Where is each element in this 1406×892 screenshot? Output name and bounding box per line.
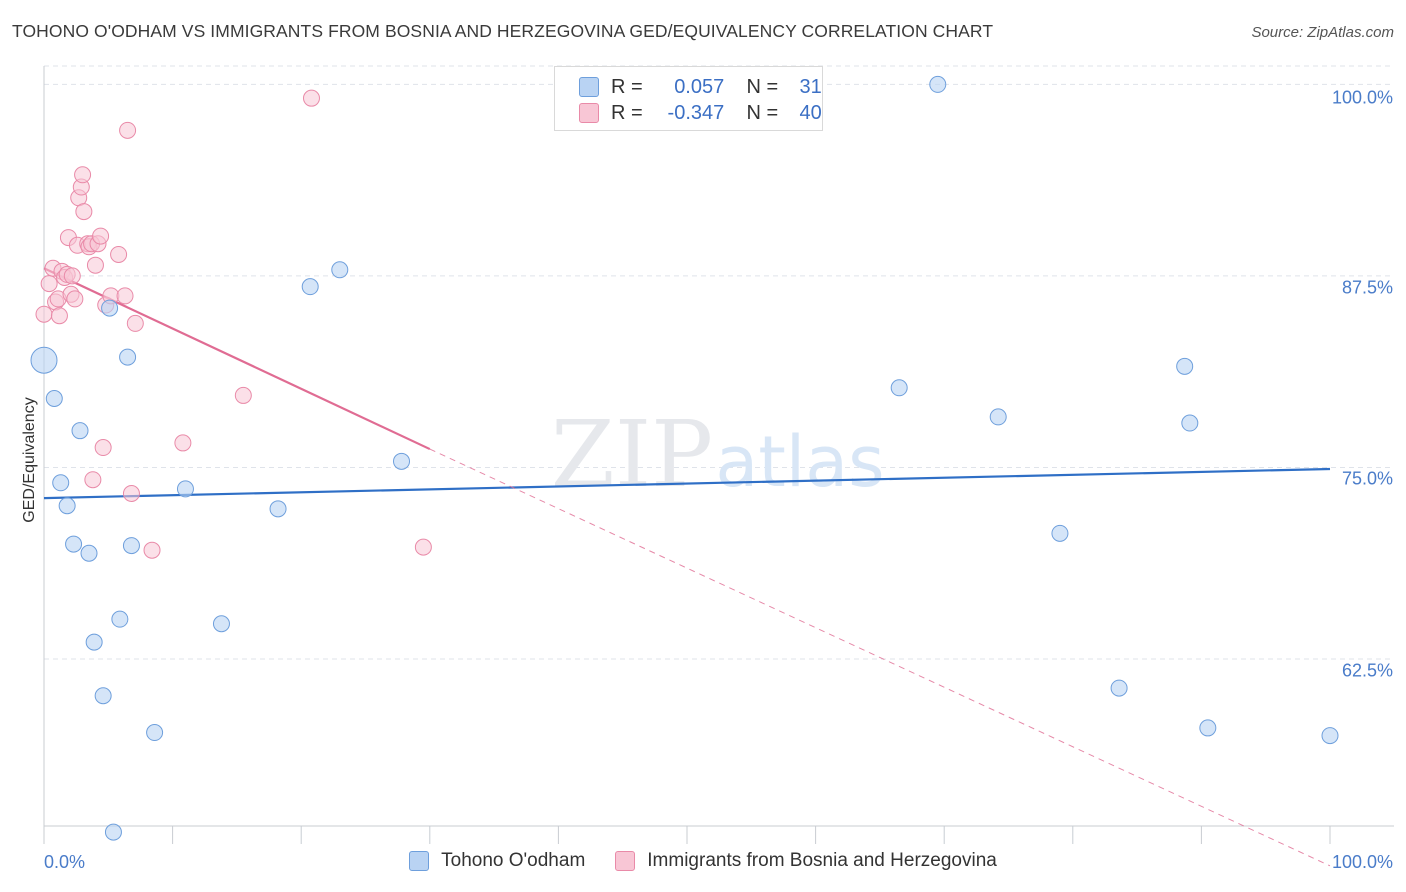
data-point-bosnia xyxy=(234,386,252,404)
watermark-atlas: atlas xyxy=(715,421,884,503)
trend-line-tohono xyxy=(43,467,1331,500)
data-point-tohono xyxy=(122,537,140,555)
data-point-bosnia xyxy=(119,121,137,139)
data-point-tohono xyxy=(119,348,137,366)
data-point-bosnia xyxy=(174,434,192,452)
data-point-bosnia xyxy=(66,290,84,308)
data-point-bosnia xyxy=(143,541,161,559)
data-point-tohono xyxy=(929,75,947,93)
data-point-bosnia xyxy=(116,287,134,305)
data-point-tohono xyxy=(269,500,287,518)
data-point-tohono xyxy=(45,390,63,407)
legend-swatch-blue xyxy=(409,851,430,871)
data-point-bosnia xyxy=(63,267,81,285)
legend-n-label: N = xyxy=(746,75,779,98)
data-point-tohono xyxy=(94,687,112,705)
legend-n-label: N = xyxy=(746,101,779,124)
data-point-bosnia xyxy=(84,471,102,489)
data-point-tohono xyxy=(212,615,230,633)
data-point-tohono xyxy=(104,823,122,841)
legend-label-bosnia: Immigrants from Bosnia and Herzegovina xyxy=(647,850,997,871)
data-point-bosnia xyxy=(40,275,58,293)
data-point-tohono xyxy=(146,724,164,742)
data-point-tohono xyxy=(30,346,58,374)
x-tick-label-100: 100.0% xyxy=(1331,852,1393,872)
legend-item-tohono: Tohono O'odham xyxy=(409,850,585,872)
y-tick-label-62-5: 62.5% xyxy=(1341,660,1393,681)
data-point-bosnia xyxy=(35,305,53,323)
data-point-tohono xyxy=(1176,357,1194,375)
data-point-tohono xyxy=(52,474,70,492)
data-point-tohono xyxy=(393,452,411,470)
y-tick-label-87-5: 87.5% xyxy=(1341,277,1393,298)
data-point-bosnia xyxy=(86,256,104,274)
data-point-bosnia xyxy=(74,166,92,184)
data-point-tohono xyxy=(1110,679,1128,697)
data-point-bosnia xyxy=(92,227,110,245)
legend-n-value: 40 xyxy=(799,101,822,124)
legend-swatch-pink xyxy=(615,851,636,871)
trend-line-bosnia-extension xyxy=(429,448,1331,867)
data-point-bosnia xyxy=(110,245,128,263)
data-point-bosnia xyxy=(302,89,320,107)
legend-r-label: R = xyxy=(611,101,643,124)
series-legend: Tohono O'odham Immigrants from Bosnia an… xyxy=(0,850,1406,872)
data-point-bosnia xyxy=(75,203,93,221)
legend-swatch-blue xyxy=(579,77,599,97)
y-tick-label-75: 75.0% xyxy=(1341,468,1393,489)
legend-label-tohono: Tohono O'odham xyxy=(441,850,586,871)
trend-line-bosnia xyxy=(43,267,431,451)
legend-r-value: 0.057 xyxy=(674,75,725,98)
data-point-tohono xyxy=(1051,524,1069,542)
source-label: Source: ZipAtlas.com xyxy=(1251,24,1394,41)
data-point-tohono xyxy=(101,299,119,317)
data-point-tohono xyxy=(890,379,908,397)
data-point-bosnia xyxy=(126,314,144,332)
legend-swatch-pink xyxy=(579,103,599,123)
data-point-bosnia xyxy=(414,538,432,556)
data-point-tohono xyxy=(85,633,103,651)
data-point-tohono xyxy=(111,610,129,628)
legend-item-bosnia: Immigrants from Bosnia and Herzegovina xyxy=(615,850,997,872)
legend-row-bosnia: R = -0.347 N = 40 xyxy=(579,101,822,125)
stats-legend: R = 0.057 N = 31 R = -0.347 N = 40 xyxy=(554,66,823,131)
data-point-tohono xyxy=(71,422,89,440)
data-point-tohono xyxy=(331,261,349,279)
legend-row-tohono: R = 0.057 N = 31 xyxy=(579,75,822,99)
legend-r-value: -0.347 xyxy=(667,101,725,124)
data-points xyxy=(30,75,1339,841)
trend-lines xyxy=(43,267,1331,867)
data-point-bosnia xyxy=(122,485,140,502)
data-point-tohono xyxy=(65,535,83,553)
data-point-tohono xyxy=(176,480,194,498)
legend-n-value: 31 xyxy=(799,75,822,98)
y-axis-label: GED/Equivalency xyxy=(21,397,38,523)
data-point-tohono xyxy=(1181,414,1199,432)
data-point-bosnia xyxy=(94,439,112,457)
data-point-tohono xyxy=(301,278,319,296)
data-point-tohono xyxy=(80,544,98,562)
x-tick-label-0: 0.0% xyxy=(44,852,86,872)
y-tick-label-100: 100.0% xyxy=(1331,87,1393,108)
data-point-tohono xyxy=(58,497,76,515)
data-point-tohono xyxy=(1199,719,1217,737)
chart-title: TOHONO O'ODHAM VS IMMIGRANTS FROM BOSNIA… xyxy=(12,21,994,41)
data-point-tohono xyxy=(1321,727,1339,745)
legend-r-label: R = xyxy=(611,75,643,98)
axes xyxy=(43,66,1394,844)
watermark: ZIP atlas xyxy=(551,401,885,508)
data-point-bosnia xyxy=(50,307,68,325)
watermark-zip: ZIP xyxy=(551,401,713,508)
data-point-tohono xyxy=(989,408,1007,426)
